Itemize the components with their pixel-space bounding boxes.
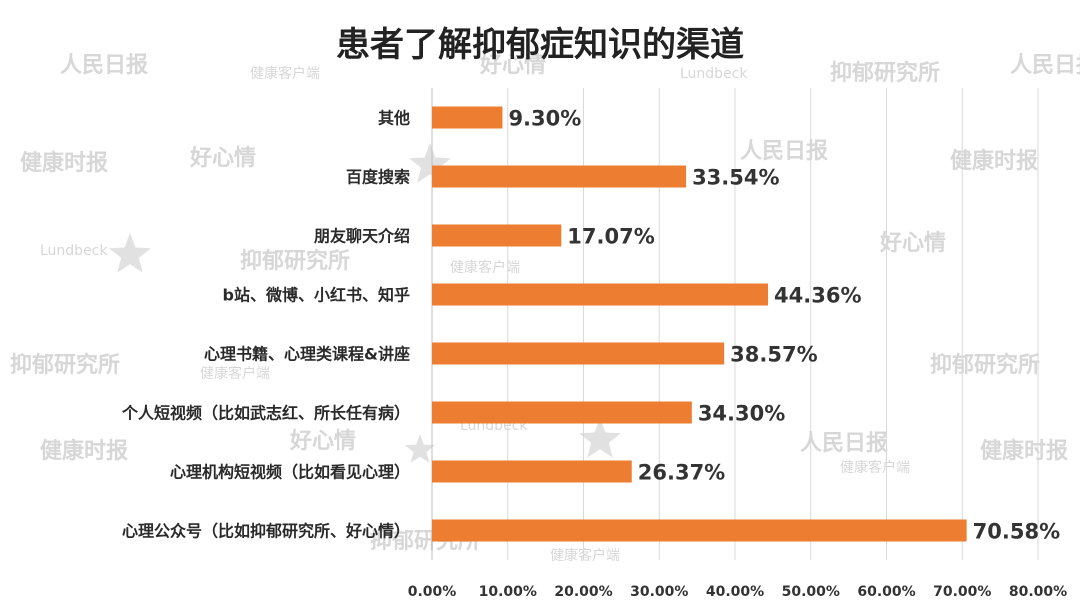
- category-label: b站、微博、小红书、知乎: [223, 286, 410, 305]
- x-tick-label: 40.00%: [706, 584, 764, 600]
- watermark-star-icon: [579, 418, 621, 458]
- watermark-people-daily: 人民日报: [1010, 53, 1080, 78]
- bar: [432, 342, 725, 365]
- watermark-depression-institute: 抑郁研究所: [240, 248, 350, 274]
- data-label: 33.54%: [692, 166, 779, 190]
- watermark-star-icon: [409, 143, 451, 183]
- x-tick-label: 30.00%: [630, 584, 688, 600]
- bar: [432, 519, 967, 542]
- bars-layer: 9.30% 33.54% 17.07% 44.36% 38.57% 34.30% 26.37…: [432, 106, 1060, 544]
- bar: [432, 460, 632, 483]
- watermark-depression-institute: 抑郁研究所: [830, 60, 940, 86]
- watermark-health-client: 健康客户端: [450, 259, 520, 276]
- watermark-good-mood: 好心情: [879, 230, 946, 256]
- category-label: 其他: [378, 109, 410, 128]
- grid-layer: [431, 88, 1039, 560]
- watermark-health-client: 健康客户端: [550, 547, 620, 564]
- data-label: 34.30%: [698, 402, 785, 426]
- category-label: 百度搜索: [346, 168, 410, 187]
- watermark-layer: 人民日报健康客户端好心情Lundbeck抑郁研究所人民日报健康时报好心情人民日报…: [10, 52, 1080, 564]
- data-label: 26.37%: [638, 461, 725, 485]
- watermark-star-icon: [109, 233, 151, 273]
- watermark-lundbeck: Lundbeck: [680, 66, 748, 82]
- watermark-health-times: 健康时报: [40, 438, 128, 464]
- x-tick-label: 20.00%: [554, 584, 612, 600]
- watermark-people-daily: 人民日报: [800, 431, 888, 456]
- watermark-health-client: 健康客户端: [840, 459, 910, 476]
- x-tick-label: 80.00%: [1009, 584, 1067, 600]
- category-label: 心理公众号（比如抑郁研究所、好心情）: [122, 522, 410, 541]
- watermark-people-daily: 人民日报: [740, 139, 828, 164]
- data-label: 38.57%: [730, 343, 817, 367]
- data-label: 70.58%: [973, 520, 1060, 544]
- watermark-health-times: 健康时报: [950, 148, 1038, 174]
- bar: [432, 224, 562, 247]
- watermark-health-client: 健康客户端: [250, 65, 320, 82]
- data-label: 9.30%: [508, 107, 581, 131]
- watermark-star-icon: [404, 434, 436, 463]
- data-label: 17.07%: [567, 225, 654, 249]
- watermark-depression-institute: 抑郁研究所: [930, 352, 1040, 378]
- watermark-health-times: 健康时报: [20, 150, 108, 176]
- bar: [432, 401, 692, 424]
- chart-title: 患者了解抑郁症知识的渠道: [336, 25, 744, 65]
- category-label: 个人短视频（比如武志红、所长任有病）: [121, 404, 410, 423]
- x-tick-label: 50.00%: [782, 584, 840, 600]
- category-label: 心理机构短视频（比如看见心理）: [170, 463, 410, 482]
- x-tick-label: 0.00%: [408, 584, 457, 600]
- bar: [432, 165, 687, 188]
- watermark-good-mood: 好心情: [479, 52, 546, 78]
- bar: [432, 106, 503, 129]
- x-tick-label: 10.00%: [479, 584, 537, 600]
- category-label: 心理书籍、心理类课程&讲座: [204, 345, 410, 364]
- watermark-good-mood: 好心情: [289, 428, 356, 454]
- watermark-good-mood: 好心情: [189, 145, 256, 171]
- x-tick-label: 60.00%: [857, 584, 915, 600]
- bar: [432, 283, 769, 306]
- category-label: 朋友聊天介绍: [314, 227, 410, 246]
- watermark-lundbeck: Lundbeck: [40, 243, 108, 259]
- watermark-health-times: 健康时报: [980, 438, 1068, 464]
- watermark-health-client: 健康客户端: [200, 365, 270, 382]
- x-axis-ticks: 0.00% 10.00% 20.00% 30.00% 40.00% 50.00% 60.00…: [408, 584, 1067, 600]
- watermark-depression-institute: 抑郁研究所: [10, 352, 120, 378]
- watermark-people-daily: 人民日报: [60, 53, 148, 78]
- x-tick-label: 70.00%: [933, 584, 991, 600]
- data-label: 44.36%: [774, 284, 861, 308]
